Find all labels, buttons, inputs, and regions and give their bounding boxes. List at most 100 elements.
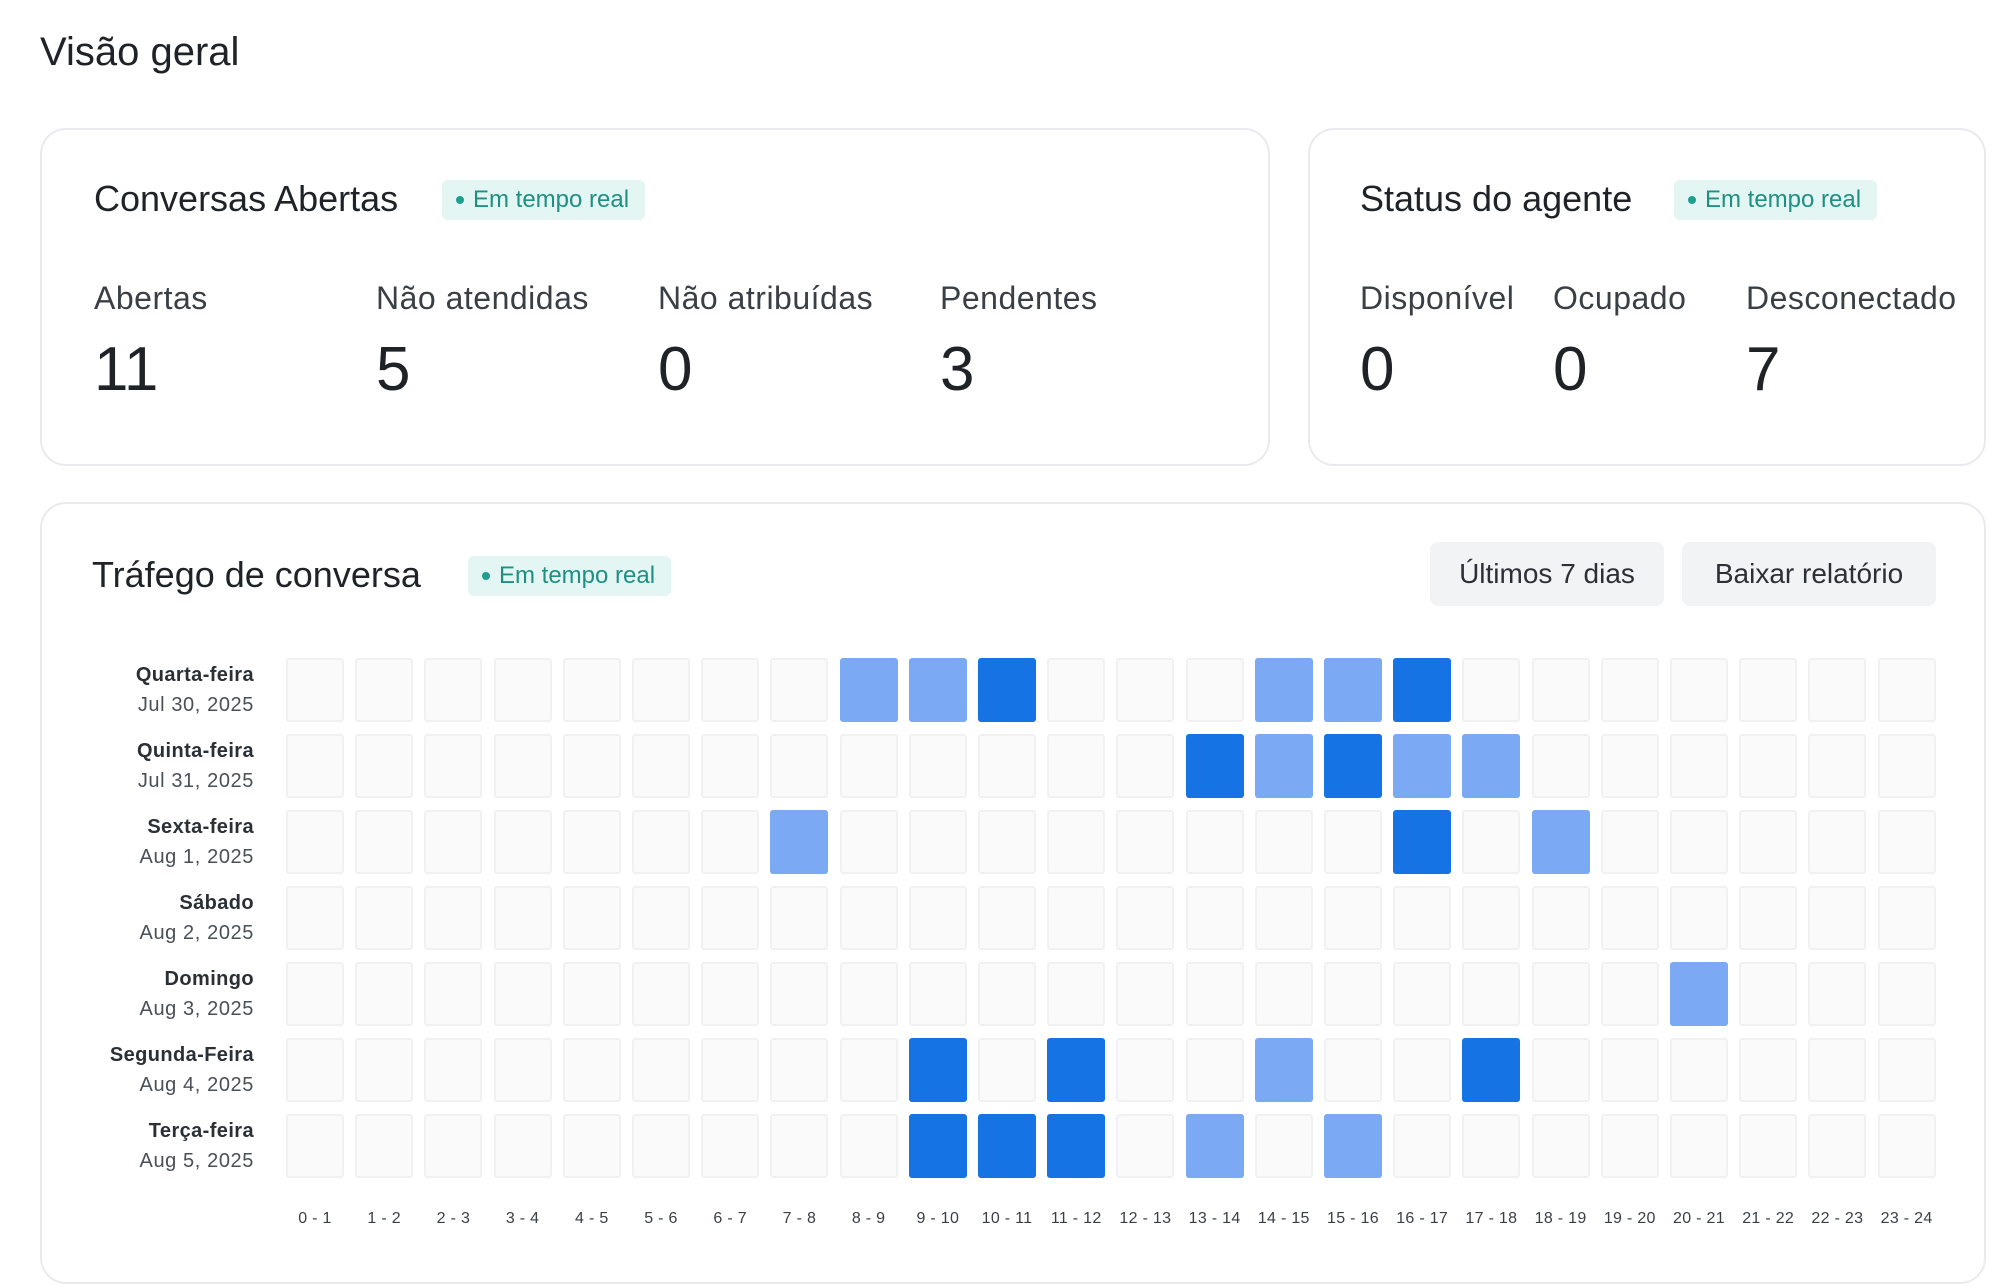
heatmap-cell[interactable]: [1808, 658, 1867, 722]
heatmap-cell[interactable]: [493, 962, 552, 1026]
heatmap-cell[interactable]: [355, 734, 414, 798]
heatmap-cell[interactable]: [1670, 886, 1728, 950]
heatmap-cell[interactable]: [1670, 962, 1728, 1026]
download-report-button[interactable]: Baixar relatório: [1682, 542, 1936, 606]
heatmap-cell[interactable]: [424, 658, 483, 722]
heatmap-cell[interactable]: [1047, 658, 1106, 722]
heatmap-cell[interactable]: [493, 886, 552, 950]
heatmap-cell[interactable]: [908, 962, 967, 1026]
heatmap-cell[interactable]: [978, 810, 1036, 874]
heatmap-cell[interactable]: [286, 886, 344, 950]
heatmap-cell[interactable]: [1739, 810, 1798, 874]
heatmap-cell[interactable]: [770, 1038, 829, 1102]
heatmap-cell[interactable]: [1254, 1114, 1313, 1178]
heatmap-cell[interactable]: [1047, 1038, 1106, 1102]
heatmap-cell[interactable]: [1393, 962, 1452, 1026]
heatmap-cell[interactable]: [1185, 886, 1244, 950]
heatmap-cell[interactable]: [1185, 734, 1244, 798]
heatmap-cell[interactable]: [1185, 962, 1244, 1026]
heatmap-cell[interactable]: [1254, 734, 1313, 798]
heatmap-cell[interactable]: [1324, 658, 1382, 722]
heatmap-cell[interactable]: [839, 810, 898, 874]
heatmap-cell[interactable]: [286, 734, 344, 798]
heatmap-cell[interactable]: [1877, 962, 1936, 1026]
heatmap-cell[interactable]: [1462, 886, 1521, 950]
heatmap-cell[interactable]: [908, 886, 967, 950]
heatmap-cell[interactable]: [1739, 962, 1798, 1026]
heatmap-cell[interactable]: [1600, 962, 1659, 1026]
heatmap-cell[interactable]: [770, 658, 829, 722]
heatmap-cell[interactable]: [1116, 1114, 1175, 1178]
heatmap-cell[interactable]: [1808, 962, 1867, 1026]
heatmap-cell[interactable]: [1462, 1114, 1521, 1178]
heatmap-cell[interactable]: [770, 1114, 829, 1178]
heatmap-cell[interactable]: [1047, 734, 1106, 798]
heatmap-cell[interactable]: [562, 734, 621, 798]
heatmap-cell[interactable]: [1531, 734, 1590, 798]
heatmap-cell[interactable]: [1254, 1038, 1313, 1102]
heatmap-cell[interactable]: [701, 1114, 760, 1178]
heatmap-cell[interactable]: [701, 1038, 760, 1102]
heatmap-cell[interactable]: [355, 962, 414, 1026]
heatmap-cell[interactable]: [978, 1038, 1036, 1102]
heatmap-cell[interactable]: [1808, 1038, 1867, 1102]
heatmap-cell[interactable]: [424, 810, 483, 874]
heatmap-cell[interactable]: [701, 658, 760, 722]
heatmap-cell[interactable]: [1739, 1038, 1798, 1102]
heatmap-cell[interactable]: [1877, 658, 1936, 722]
heatmap-cell[interactable]: [1531, 810, 1590, 874]
heatmap-cell[interactable]: [632, 886, 690, 950]
heatmap-cell[interactable]: [1185, 810, 1244, 874]
heatmap-cell[interactable]: [493, 1038, 552, 1102]
heatmap-cell[interactable]: [632, 1114, 690, 1178]
heatmap-cell[interactable]: [632, 734, 690, 798]
heatmap-cell[interactable]: [1047, 810, 1106, 874]
heatmap-cell[interactable]: [1808, 1114, 1867, 1178]
heatmap-cell[interactable]: [1047, 886, 1106, 950]
heatmap-cell[interactable]: [1670, 810, 1728, 874]
heatmap-cell[interactable]: [1877, 1114, 1936, 1178]
heatmap-cell[interactable]: [1116, 886, 1175, 950]
heatmap-cell[interactable]: [493, 1114, 552, 1178]
heatmap-cell[interactable]: [1531, 658, 1590, 722]
heatmap-cell[interactable]: [1531, 886, 1590, 950]
heatmap-cell[interactable]: [562, 1038, 621, 1102]
heatmap-cell[interactable]: [701, 886, 760, 950]
heatmap-cell[interactable]: [1877, 734, 1936, 798]
heatmap-cell[interactable]: [355, 1114, 414, 1178]
heatmap-cell[interactable]: [1877, 810, 1936, 874]
heatmap-cell[interactable]: [1670, 658, 1728, 722]
heatmap-cell[interactable]: [1254, 962, 1313, 1026]
heatmap-cell[interactable]: [632, 810, 690, 874]
heatmap-cell[interactable]: [1254, 810, 1313, 874]
heatmap-cell[interactable]: [908, 810, 967, 874]
heatmap-cell[interactable]: [1739, 734, 1798, 798]
heatmap-cell[interactable]: [770, 962, 829, 1026]
heatmap-cell[interactable]: [978, 734, 1036, 798]
heatmap-cell[interactable]: [632, 1038, 690, 1102]
heatmap-cell[interactable]: [1393, 810, 1452, 874]
heatmap-cell[interactable]: [1393, 658, 1452, 722]
heatmap-cell[interactable]: [1600, 1114, 1659, 1178]
heatmap-cell[interactable]: [1808, 886, 1867, 950]
heatmap-cell[interactable]: [1808, 734, 1867, 798]
heatmap-cell[interactable]: [1324, 1114, 1382, 1178]
heatmap-cell[interactable]: [701, 962, 760, 1026]
heatmap-cell[interactable]: [424, 734, 483, 798]
heatmap-cell[interactable]: [1393, 1114, 1452, 1178]
heatmap-cell[interactable]: [632, 962, 690, 1026]
heatmap-cell[interactable]: [562, 658, 621, 722]
heatmap-cell[interactable]: [839, 658, 898, 722]
heatmap-cell[interactable]: [1670, 1114, 1728, 1178]
heatmap-cell[interactable]: [1324, 810, 1382, 874]
heatmap-cell[interactable]: [1531, 1114, 1590, 1178]
heatmap-cell[interactable]: [1670, 734, 1728, 798]
heatmap-cell[interactable]: [978, 886, 1036, 950]
heatmap-cell[interactable]: [1254, 658, 1313, 722]
heatmap-cell[interactable]: [1600, 810, 1659, 874]
heatmap-cell[interactable]: [908, 1114, 967, 1178]
heatmap-cell[interactable]: [1739, 886, 1798, 950]
heatmap-cell[interactable]: [839, 1038, 898, 1102]
heatmap-cell[interactable]: [908, 1038, 967, 1102]
heatmap-cell[interactable]: [1600, 1038, 1659, 1102]
